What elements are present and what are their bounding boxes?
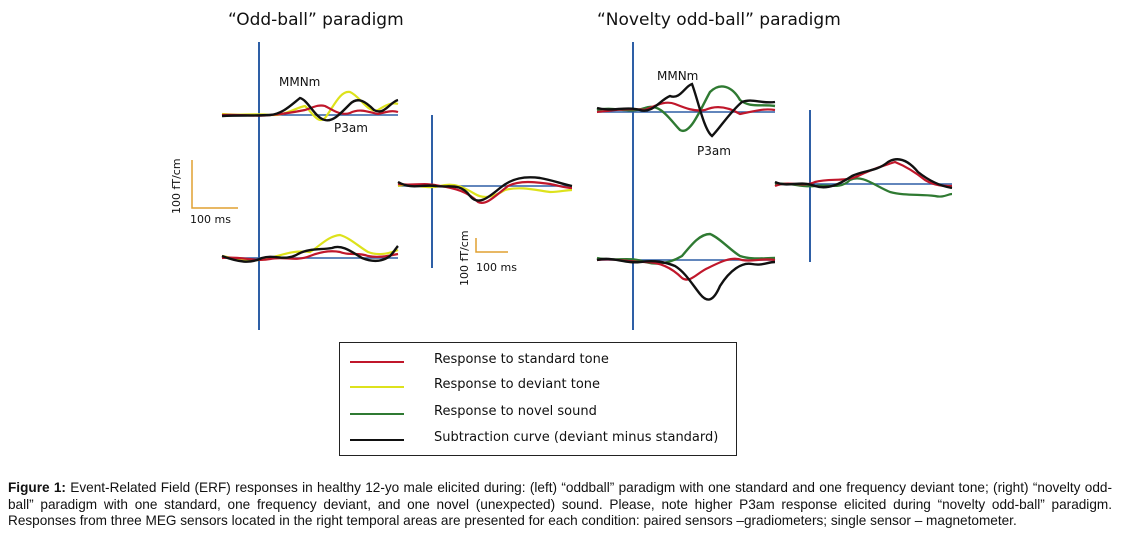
legend-swatch-standard <box>350 361 404 363</box>
legend-item-deviant: Response to deviant tone <box>340 374 736 400</box>
left-magnetometer-subtraction-curve <box>397 176 573 202</box>
legend-label-deviant: Response to deviant tone <box>434 377 601 392</box>
left-scale-vertical-label: 100 fT/cm <box>170 158 183 214</box>
right-magnetometer-novel-curve <box>774 177 953 198</box>
left-sensor2-standard-curve <box>221 250 399 261</box>
right-magnetometer-subtraction-curve <box>774 158 953 190</box>
legend-label-standard: Response to standard tone <box>434 352 609 367</box>
left-mmn-label: MMNm <box>279 75 321 89</box>
legend-item-novel: Response to novel sound <box>340 401 736 427</box>
right-mmn-label: MMNm <box>657 69 699 83</box>
legend-label-novel: Response to novel sound <box>434 404 597 419</box>
legend-swatch-subtraction <box>350 439 404 441</box>
legend-swatch-deviant <box>350 386 404 388</box>
left-scale-bar <box>191 160 238 209</box>
right-magnetometer-panel <box>774 110 953 262</box>
figure-caption: Figure 1: Event-Related Field (ERF) resp… <box>8 480 1112 530</box>
right-panel-title: “Novelty odd-ball” paradigm <box>597 10 841 30</box>
middle-scale-vertical-label: 100 fT/cm <box>458 230 471 286</box>
erf-figure <box>191 42 953 330</box>
legend-swatch-novel <box>350 413 404 415</box>
left-panel-title: “Odd-ball” paradigm <box>228 10 404 30</box>
caption-text: Event-Related Field (ERF) responses in h… <box>8 480 1112 528</box>
right-sensor1-subtraction-curve <box>596 82 776 138</box>
right-panel <box>596 42 776 330</box>
caption-label: Figure 1: <box>8 480 66 495</box>
right-p3-label: P3am <box>697 144 731 158</box>
right-sensor2-novel-curve <box>596 232 776 265</box>
left-magnetometer-panel <box>397 115 573 268</box>
middle-scale-bar <box>475 238 508 253</box>
left-panel <box>191 42 399 330</box>
right-magnetometer-standard-curve <box>774 160 953 188</box>
left-sensor1-subtraction-curve <box>221 96 399 122</box>
legend: Response to standard tone Response to de… <box>339 342 737 456</box>
right-sensor2-subtraction-curve <box>596 257 776 301</box>
left-scale-horizontal-label: 100 ms <box>190 213 231 226</box>
left-p3-label: P3am <box>334 121 368 135</box>
left-sensor2-subtraction-curve <box>221 245 399 263</box>
middle-scale-horizontal-label: 100 ms <box>476 261 517 274</box>
legend-item-standard: Response to standard tone <box>340 349 736 375</box>
legend-label-subtraction: Subtraction curve (deviant minus standar… <box>434 430 719 445</box>
legend-item-subtraction: Subtraction curve (deviant minus standar… <box>340 427 736 453</box>
